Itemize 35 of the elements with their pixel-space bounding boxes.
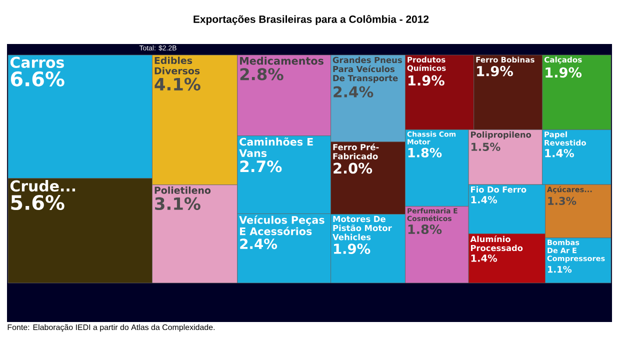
data-label: 1.3% (548, 196, 576, 205)
category-label: Medicamentos (240, 56, 324, 65)
data-label: 1.4% (471, 254, 498, 262)
data-label: 6.6% (10, 71, 64, 86)
data-label: 1.1% (548, 266, 572, 273)
data-label: 1.9% (334, 244, 370, 254)
category-label: Caminhões E Vans (239, 138, 313, 158)
data-label: 3.1% (155, 197, 200, 210)
category-label: Crude... (10, 180, 76, 192)
data-label: 1.9% (408, 75, 444, 86)
category-label: Veículos Peças E Acessórios (239, 215, 324, 236)
category-label: Grandes Pneus Para Veículos De Transporte (332, 56, 402, 83)
data-label: 1.4% (471, 196, 498, 204)
data-label: 1.9% (477, 66, 513, 76)
data-label: 1.4% (545, 149, 574, 158)
data-label: 1.8% (408, 148, 442, 158)
category-label: Alumínio Processado (470, 235, 523, 252)
data-label: 2.8% (240, 68, 284, 80)
data-label: 2.4% (334, 86, 374, 98)
data-label: 2.0% (334, 162, 372, 174)
data-label: 2.7% (240, 160, 282, 172)
category-label: Polietileno (154, 186, 211, 194)
data-label: 5.6% (11, 194, 64, 210)
data-label: 1.9% (546, 67, 582, 78)
category-label: Ferro Pré-Fabricado (333, 144, 379, 160)
category-label: Edibles Diversos (154, 56, 200, 74)
category-label: Motores De Pistão Motor Vehicles (332, 216, 392, 240)
category-label: Polipropileno (471, 131, 532, 140)
data-label: 2.4% (240, 238, 278, 250)
text: Exportações Brasileiras para a Colômbia - 2012 (194, 15, 429, 25)
category-label: Fio Do Ferro (471, 186, 526, 193)
category-label: Carros (10, 56, 64, 68)
data-label: 1.8% (408, 224, 442, 234)
data-label: 4.1% (154, 78, 200, 91)
data-label: 1.5% (472, 142, 500, 151)
